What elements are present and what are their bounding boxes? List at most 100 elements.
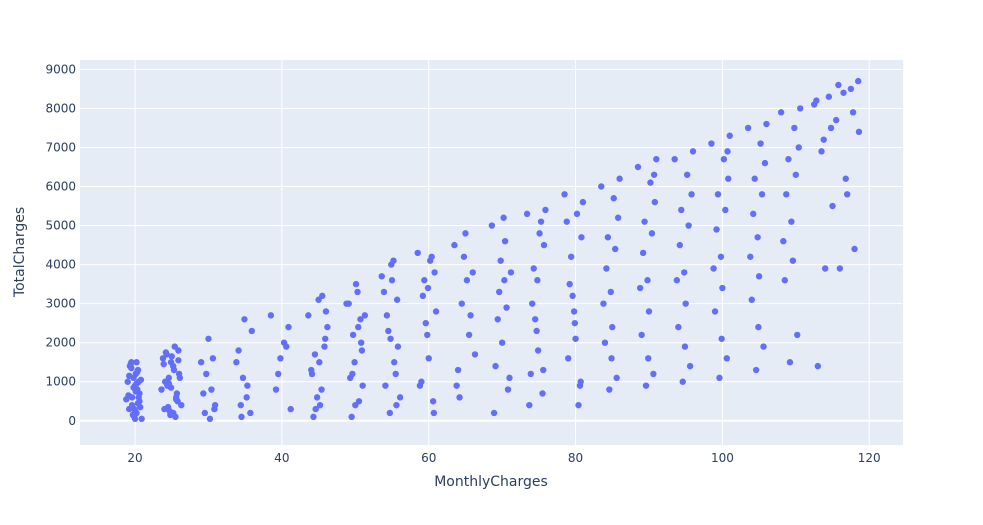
data-point [603, 265, 610, 272]
data-point [164, 403, 172, 411]
data-point [577, 378, 584, 385]
data-point [755, 323, 762, 331]
data-point [454, 366, 462, 374]
data-point [125, 372, 133, 380]
data-point [209, 355, 217, 362]
y-tick-label: 6000 [45, 180, 76, 194]
data-point [357, 339, 365, 346]
data-point [604, 234, 612, 241]
data-point [305, 312, 312, 319]
data-point [601, 339, 609, 346]
data-point [172, 396, 180, 403]
data-point [318, 386, 325, 393]
data-point [469, 269, 476, 276]
data-point [842, 175, 849, 182]
data-point [645, 308, 653, 315]
x-tick-label: 60 [421, 451, 436, 465]
data-point [567, 253, 575, 260]
data-point [388, 277, 396, 284]
data-point [158, 386, 165, 393]
grid-lines [80, 60, 903, 445]
data-point [534, 347, 542, 354]
data-point [135, 378, 142, 385]
data-point [378, 273, 385, 280]
x-tick-label: 20 [127, 451, 142, 465]
data-point [308, 366, 315, 374]
data-point [792, 171, 800, 178]
data-point [316, 359, 323, 366]
data-point [380, 288, 388, 296]
x-tick-label: 100 [711, 451, 734, 465]
data-point [855, 128, 863, 136]
data-point [788, 218, 795, 225]
plot-area-background [80, 60, 903, 445]
data-point [168, 353, 175, 360]
data-point [287, 405, 294, 413]
data-point [319, 292, 326, 300]
data-point [285, 323, 292, 331]
data-point [507, 269, 515, 276]
data-point [206, 415, 214, 423]
data-point [133, 359, 140, 366]
data-point [162, 349, 170, 356]
data-point [244, 382, 251, 389]
data-point [200, 390, 207, 397]
data-point [645, 355, 652, 362]
data-point [653, 155, 660, 163]
data-point [453, 382, 460, 389]
data-point [723, 355, 731, 362]
data-point [239, 374, 247, 382]
data-point [569, 292, 576, 300]
data-point [813, 97, 820, 104]
data-point [393, 296, 401, 303]
data-point [539, 390, 546, 397]
data-point [671, 155, 678, 163]
data-point [855, 77, 862, 85]
data-point [358, 347, 366, 354]
data-point [159, 355, 167, 362]
data-point [424, 331, 431, 339]
data-point [324, 323, 331, 331]
data-point [247, 409, 254, 417]
data-point [844, 191, 851, 198]
data-point [430, 409, 438, 417]
data-point [203, 370, 210, 378]
data-point [673, 277, 681, 284]
data-point [722, 206, 729, 214]
data-point [829, 202, 836, 210]
data-point [789, 257, 797, 264]
data-point [757, 140, 764, 147]
data-point [651, 198, 659, 206]
data-point [686, 362, 694, 370]
data-point [523, 210, 531, 218]
data-point [781, 277, 788, 284]
data-point [355, 323, 362, 331]
data-point [128, 394, 136, 401]
y-tick-label: 3000 [45, 297, 76, 311]
data-point [747, 253, 754, 260]
data-point [534, 277, 541, 284]
data-point [682, 300, 689, 307]
data-point [573, 210, 581, 218]
data-point [718, 335, 725, 342]
data-point [634, 163, 642, 171]
data-point [575, 401, 582, 409]
data-point [248, 327, 255, 335]
data-point [832, 116, 840, 124]
data-point [639, 249, 647, 257]
data-point [359, 382, 366, 389]
data-point [650, 370, 657, 378]
data-point [750, 210, 757, 218]
data-point [490, 409, 498, 417]
data-point [501, 237, 509, 245]
y-tick-label: 9000 [45, 62, 76, 76]
data-point [688, 191, 695, 198]
data-point [711, 308, 719, 315]
data-point [717, 253, 725, 260]
data-point [758, 191, 766, 198]
data-point [681, 269, 688, 276]
y-tick-label: 8000 [45, 101, 76, 115]
data-point [494, 316, 501, 323]
data-point [176, 374, 184, 382]
